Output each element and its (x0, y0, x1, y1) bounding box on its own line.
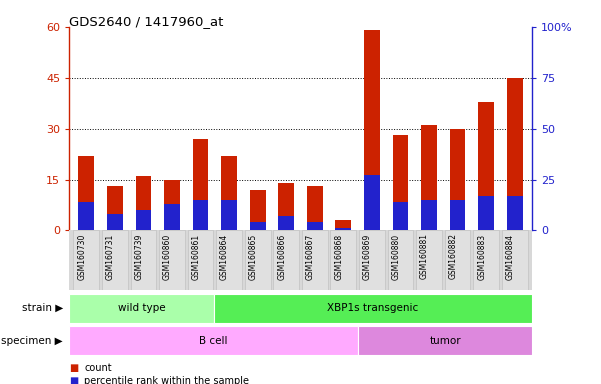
Text: GSM160865: GSM160865 (249, 233, 258, 280)
Text: wild type: wild type (118, 303, 165, 313)
Text: GSM160869: GSM160869 (363, 233, 372, 280)
Bar (214, 294, 532, 323)
Bar (392, 136, 408, 230)
Bar (130, 230, 156, 290)
Bar (507, 78, 523, 230)
Bar (278, 183, 294, 230)
Bar (136, 176, 151, 230)
Bar (307, 222, 323, 230)
Bar (302, 230, 328, 290)
Bar (69, 294, 214, 323)
Bar (358, 326, 532, 355)
Bar (392, 202, 408, 230)
Bar (273, 230, 299, 290)
Bar (450, 129, 465, 230)
Text: GSM160730: GSM160730 (78, 233, 87, 280)
Text: percentile rank within the sample: percentile rank within the sample (84, 376, 249, 384)
Bar (188, 230, 213, 290)
Bar (421, 200, 437, 230)
Text: ■: ■ (69, 376, 78, 384)
Bar (250, 190, 266, 230)
Bar (164, 180, 180, 230)
Text: GSM160881: GSM160881 (420, 233, 429, 280)
Bar (335, 220, 351, 230)
Bar (136, 210, 151, 230)
Bar (478, 101, 494, 230)
Text: GSM160864: GSM160864 (220, 233, 229, 280)
Bar (221, 200, 237, 230)
Text: GSM160867: GSM160867 (306, 233, 315, 280)
Bar (250, 222, 266, 230)
Text: B cell: B cell (200, 336, 228, 346)
Bar (335, 228, 351, 230)
Text: GSM160860: GSM160860 (163, 233, 172, 280)
Bar (221, 156, 237, 230)
Bar (450, 200, 465, 230)
Bar (69, 230, 532, 290)
Bar (245, 230, 270, 290)
Bar (73, 230, 99, 290)
Bar (364, 175, 380, 230)
Text: GSM160882: GSM160882 (448, 233, 457, 280)
Bar (364, 30, 380, 230)
Bar (107, 186, 123, 230)
Bar (307, 186, 323, 230)
Text: GSM160731: GSM160731 (106, 233, 115, 280)
Text: GSM160739: GSM160739 (135, 233, 144, 280)
Bar (502, 230, 528, 290)
Bar (78, 156, 94, 230)
Bar (359, 230, 385, 290)
Bar (193, 200, 209, 230)
Text: GSM160861: GSM160861 (192, 233, 201, 280)
Bar (416, 230, 442, 290)
Bar (421, 125, 437, 230)
Bar (331, 230, 356, 290)
Bar (102, 230, 127, 290)
Bar (507, 196, 523, 230)
Text: specimen ▶: specimen ▶ (1, 336, 63, 346)
Text: GSM160866: GSM160866 (277, 233, 286, 280)
Bar (278, 216, 294, 230)
Text: GSM160883: GSM160883 (477, 233, 486, 280)
Bar (69, 326, 358, 355)
Bar (107, 214, 123, 230)
Text: tumor: tumor (429, 336, 461, 346)
Text: GSM160868: GSM160868 (334, 233, 343, 280)
Text: GDS2640 / 1417960_at: GDS2640 / 1417960_at (69, 15, 224, 28)
Bar (474, 230, 499, 290)
Text: ■: ■ (69, 363, 78, 373)
Text: GSM160880: GSM160880 (391, 233, 400, 280)
Bar (159, 230, 185, 290)
Text: XBP1s transgenic: XBP1s transgenic (327, 303, 418, 313)
Bar (388, 230, 413, 290)
Bar (164, 204, 180, 230)
Text: strain ▶: strain ▶ (22, 303, 63, 313)
Bar (478, 196, 494, 230)
Bar (193, 139, 209, 230)
Text: count: count (84, 363, 112, 373)
Bar (216, 230, 242, 290)
Text: GSM160884: GSM160884 (506, 233, 514, 280)
Bar (445, 230, 471, 290)
Bar (78, 202, 94, 230)
